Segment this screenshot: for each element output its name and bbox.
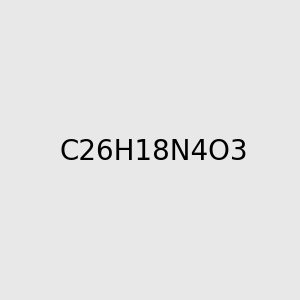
Text: C26H18N4O3: C26H18N4O3 [59, 137, 248, 166]
